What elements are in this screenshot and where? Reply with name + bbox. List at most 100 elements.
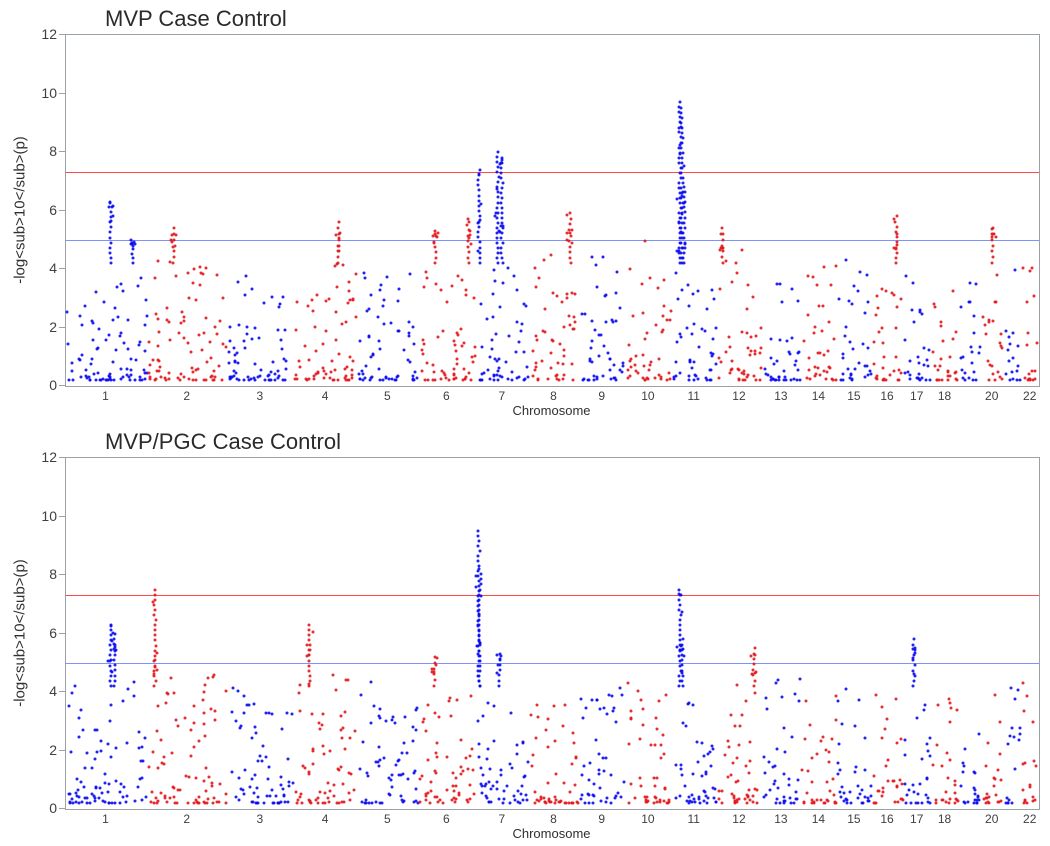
snp-dot [288, 784, 291, 787]
snp-peak-dot [990, 238, 993, 241]
snp-dot [313, 378, 316, 381]
snp-dot [482, 773, 485, 776]
snp-dot [899, 778, 902, 781]
snp-dot [683, 784, 686, 787]
snp-peak-dot [111, 214, 114, 217]
snp-dot [456, 274, 459, 277]
snp-peak-dot [154, 680, 157, 683]
snp-peak-dot [680, 672, 683, 675]
panel-bottom: MVP/PGC Case Control024681012-log<sub>10… [0, 423, 1050, 846]
snp-dot [713, 298, 716, 301]
snp-dot [177, 377, 180, 380]
snp-dot [736, 801, 739, 804]
snp-dot [339, 728, 342, 731]
snp-peak-dot [495, 671, 498, 674]
snp-dot [246, 332, 249, 335]
snp-dot [437, 800, 440, 803]
snp-dot [126, 367, 129, 370]
snp-dot [760, 326, 763, 329]
snp-dot [987, 801, 990, 804]
snp-peak-dot [912, 679, 915, 682]
snp-dot [407, 777, 410, 780]
snp-dot [314, 325, 317, 328]
snp-dot [391, 786, 394, 789]
snp-dot [648, 277, 651, 280]
snp-dot [679, 336, 682, 339]
snp-dot [473, 296, 476, 299]
snp-peak-dot [109, 644, 112, 647]
snp-dot [83, 305, 86, 308]
snp-peak-dot [681, 137, 684, 140]
snp-dot [102, 301, 105, 304]
snp-dot [669, 309, 672, 312]
snp-dot [127, 376, 130, 379]
snp-dot [1036, 342, 1039, 345]
snp-dot [307, 359, 310, 362]
snp-dot [629, 783, 632, 786]
snp-dot [257, 795, 260, 798]
snp-dot [636, 372, 639, 375]
snp-dot [65, 310, 68, 313]
snp-dot [232, 686, 235, 689]
snp-peak-dot [308, 659, 311, 662]
snp-dot [308, 377, 311, 380]
snp-dot [94, 800, 97, 803]
snp-peak-dot [175, 234, 178, 237]
snp-dot [343, 710, 346, 713]
snp-dot [473, 345, 476, 348]
snp-dot [362, 740, 365, 743]
snp-dot [960, 785, 963, 788]
snp-dot [629, 366, 632, 369]
snp-dot [127, 687, 130, 690]
snp-dot [81, 323, 84, 326]
snp-dot [837, 742, 840, 745]
snp-dot [773, 362, 776, 365]
snp-dot [821, 735, 824, 738]
snp-dot [449, 715, 452, 718]
snp-dot [846, 801, 849, 804]
snp-dot [299, 793, 302, 796]
snp-dot [435, 283, 438, 286]
snp-dot [129, 357, 132, 360]
snp-dot [642, 311, 645, 314]
snp-dot [563, 374, 566, 377]
snp-peak-dot [153, 614, 156, 617]
snp-dot [192, 370, 195, 373]
snp-dot [614, 376, 617, 379]
snp-dot [535, 703, 538, 706]
snp-dot [590, 698, 593, 701]
snp-dot [122, 699, 125, 702]
snp-peak-dot [683, 186, 686, 189]
snp-dot [851, 377, 854, 380]
snp-dot [968, 300, 971, 303]
snp-dot [238, 798, 241, 801]
snp-dot [626, 377, 629, 380]
snp-dot [885, 379, 888, 382]
snp-dot [905, 801, 908, 804]
snp-dot [655, 727, 658, 730]
snp-peak-dot [114, 669, 117, 672]
snp-peak-dot [895, 244, 898, 247]
snp-dot [616, 271, 619, 274]
snp-dot [607, 693, 610, 696]
snp-dot [462, 341, 465, 344]
snp-dot [338, 352, 341, 355]
snp-peak-dot [110, 226, 113, 229]
snp-dot [972, 371, 975, 374]
snp-dot [606, 352, 609, 355]
snp-dot [837, 761, 840, 764]
x-tick-label: 17 [910, 389, 923, 403]
snp-dot [199, 271, 202, 274]
snp-dot [552, 705, 555, 708]
snp-dot [84, 374, 87, 377]
snp-dot [937, 369, 940, 372]
snp-dot [823, 802, 826, 805]
snp-dot [857, 796, 860, 799]
snp-dot [182, 320, 185, 323]
snp-dot [926, 365, 929, 368]
snp-dot [705, 773, 708, 776]
x-tick-label: 7 [498, 389, 505, 403]
snp-dot [505, 785, 508, 788]
snp-dot [535, 335, 538, 338]
snp-dot [770, 338, 773, 341]
